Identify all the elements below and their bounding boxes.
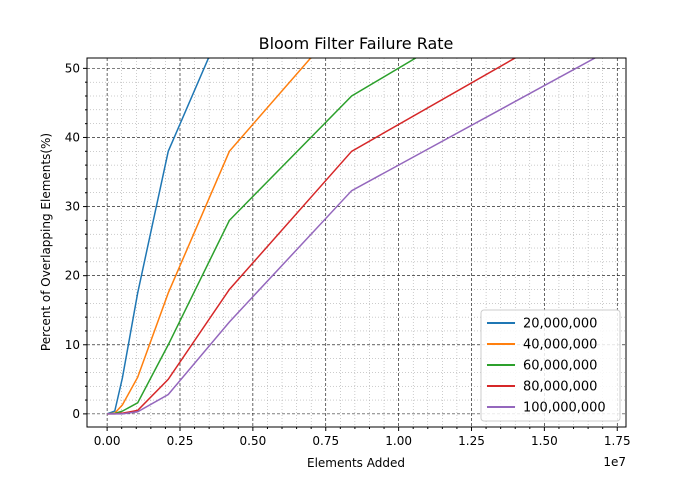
x-offset-text: 1e7 [603,455,626,469]
legend-label: 100,000,000 [523,401,606,416]
x-tick-label: 1.50 [531,434,558,448]
grid [87,58,626,427]
legend: 20,000,000 40,000,000 60,000,000 80,000,000… [480,309,621,422]
x-axis-label: Elements Added [307,456,405,470]
data-line [106,58,210,415]
legend-box [480,309,621,422]
x-tick-label: 0.25 [167,434,194,448]
data-line [107,58,597,415]
chart-title: Bloom Filter Failure Rate [259,34,454,53]
x-tick-label: 0.00 [94,434,121,448]
y-tick-label: 30 [65,200,80,214]
legend-label: 20,000,000 [523,317,597,332]
legend-label: 80,000,000 [523,380,597,395]
plot-lines [106,58,597,415]
y-tick-label: 10 [65,338,80,352]
plot-frame [86,57,627,428]
legend-label: 60,000,000 [523,359,597,374]
y-axis-label: Percent of Overlapping Elements(%) [39,133,53,351]
x-tick-label: 1.75 [604,434,631,448]
y-tick-label: 0 [72,407,80,421]
legend-label: 40,000,000 [523,338,597,353]
y-tick-label: 20 [65,269,80,283]
y-tick-label: 40 [65,130,80,144]
x-tick-label: 1.25 [458,434,485,448]
y-tick-label: 50 [65,61,80,75]
ticks: 0.00 0.25 0.50 0.75 1.00 1.25 1.50 1.75 0 10 20 30 4… [65,61,631,448]
x-tick-label: 0.75 [312,434,339,448]
data-line [107,58,312,415]
x-tick-label: 1.00 [385,434,412,448]
x-tick-label: 0.50 [240,434,267,448]
